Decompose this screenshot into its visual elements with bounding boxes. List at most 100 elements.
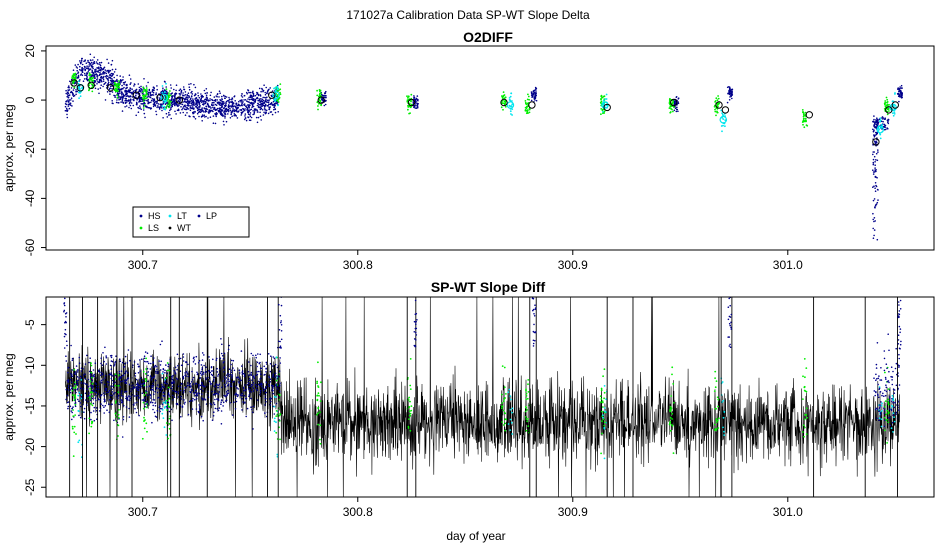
slope-diff-point-lt xyxy=(723,434,726,436)
slope-diff-point-hs xyxy=(83,411,85,414)
slope-diff-point-hs xyxy=(121,390,123,392)
o2diff-point-hs xyxy=(264,93,267,96)
o2diff-point-hs xyxy=(142,109,145,111)
o2diff-point-hs xyxy=(244,117,247,119)
o2diff-point-hs xyxy=(75,82,77,84)
slope-diff-point-hs xyxy=(897,401,900,403)
slope-diff-point-ls xyxy=(887,412,890,415)
o2diff-point-hs xyxy=(874,220,876,222)
slope-diff-point-ls xyxy=(715,418,718,420)
slope-diff-point-lt xyxy=(603,410,606,413)
slope-diff-point-ls xyxy=(75,433,77,435)
slope-diff-point-ls xyxy=(319,438,321,441)
slope-diff-point-ls xyxy=(71,427,74,430)
slope-diff-point-lt xyxy=(509,395,512,397)
slope-diff-point-hs xyxy=(142,379,144,382)
slope-diff-point-lt xyxy=(507,391,510,393)
slope-diff-point-hs xyxy=(105,355,107,357)
o2diff-point-hs xyxy=(72,100,74,102)
slope-diff-point-hs xyxy=(888,400,891,402)
o2diff-point-hs xyxy=(211,104,214,107)
o2diff-point-hs xyxy=(95,61,98,63)
slope-diff-point-ls xyxy=(714,370,717,373)
slope-diff-point-ls xyxy=(669,420,672,423)
slope-diff-point-lt xyxy=(507,423,510,425)
slope-diff-point-hs xyxy=(124,362,126,365)
o2diff-point-hs xyxy=(202,95,204,98)
o2diff-point-ls xyxy=(320,104,322,107)
o2diff-point-lt xyxy=(509,110,512,113)
slope-diff-point-hs xyxy=(182,377,185,380)
o2diff-point-hs xyxy=(141,90,144,92)
o2diff-point-ls xyxy=(114,90,117,93)
o2diff-point-ls xyxy=(142,86,145,89)
o2diff-point-hs xyxy=(897,95,900,98)
o2diff-point-hs xyxy=(94,87,97,90)
slope-diff-point-ls xyxy=(91,382,94,385)
slope-diff-point-hs xyxy=(237,394,239,396)
slope-diff-point-hs xyxy=(534,339,536,342)
o2diff-point-ls xyxy=(143,90,146,92)
slope-diff-point-hs xyxy=(226,394,228,397)
o2diff-point-hs xyxy=(268,108,271,111)
slope-diff-point-hs xyxy=(82,388,85,390)
slope-diff-point-hs xyxy=(193,392,195,395)
slope-diff-point-ls xyxy=(527,383,529,386)
o2diff-point-hs xyxy=(177,100,180,102)
o2diff-point-hs xyxy=(174,93,177,95)
o2diff-point-hs xyxy=(239,109,241,111)
slope-diff-point-hs xyxy=(121,361,124,364)
slope-diff-point-hs xyxy=(248,391,251,393)
o2diff-point-hs xyxy=(76,90,78,93)
o2diff-point-hs xyxy=(874,182,877,184)
o2diff-point-ls xyxy=(410,93,413,96)
slope-diff-point-hs xyxy=(73,389,76,391)
slope-diff-point-hs xyxy=(135,378,138,381)
slope-diff-point-hs xyxy=(100,357,102,360)
slope-diff-point-hs xyxy=(84,377,87,380)
o2diff-point-hs xyxy=(731,97,733,100)
o2diff-point-hs xyxy=(123,83,125,86)
slope-diff-point-hs xyxy=(200,415,203,418)
slope-diff-point-hs xyxy=(252,387,255,390)
slope-diff-point-hs xyxy=(875,367,878,369)
o2diff-point-hs xyxy=(140,87,142,90)
o2diff-point-hs xyxy=(187,92,190,94)
o2diff-point-hs xyxy=(874,161,876,163)
o2diff-point-hs xyxy=(238,100,240,103)
slope-diff-point-hs xyxy=(172,389,174,392)
o2diff-point-hs xyxy=(223,115,225,117)
slope-diff-point-hs xyxy=(899,331,901,334)
o2diff-point-hs xyxy=(874,167,876,169)
o2diff-point-hs xyxy=(162,87,164,89)
o2diff-point-hs xyxy=(240,104,243,106)
slope-diff-point-hs xyxy=(202,399,204,401)
slope-diff-point-hs xyxy=(103,406,105,409)
slope-diff-point-hs xyxy=(164,372,166,374)
o2diff-point-hs xyxy=(235,102,238,105)
o2diff-point-lt xyxy=(879,117,882,119)
slope-diff-point-hs xyxy=(207,396,210,399)
o2diff-point-hs xyxy=(150,101,152,104)
o2diff-point-hs xyxy=(186,106,188,109)
slope-diff-point-hs xyxy=(280,330,283,332)
o2diff-point-lt xyxy=(163,96,166,98)
o2diff-point-ls xyxy=(279,93,282,96)
o2diff-point-hs xyxy=(199,100,202,102)
slope-diff-point-hs xyxy=(115,355,117,358)
slope-diff-point-hs xyxy=(71,411,73,414)
slope-diff-point-hs xyxy=(76,384,79,387)
o2diff-point-hs xyxy=(92,72,95,74)
slope-diff-point-hs xyxy=(269,403,272,406)
o2diff-point-hs xyxy=(129,104,132,107)
o2diff-point-ls xyxy=(92,79,95,82)
slope-diff-point-hs xyxy=(223,371,225,373)
o2diff-point-hs xyxy=(103,83,105,85)
o2diff-point-hs xyxy=(147,81,149,84)
o2diff-point-hs xyxy=(675,108,678,111)
slope-diff-point-lt xyxy=(163,426,166,429)
o2diff-point-hs xyxy=(189,106,192,109)
slope-diff-point-hs xyxy=(229,385,232,387)
o2diff-point-hs xyxy=(191,107,193,109)
slope-diff-point-hs xyxy=(79,402,82,404)
